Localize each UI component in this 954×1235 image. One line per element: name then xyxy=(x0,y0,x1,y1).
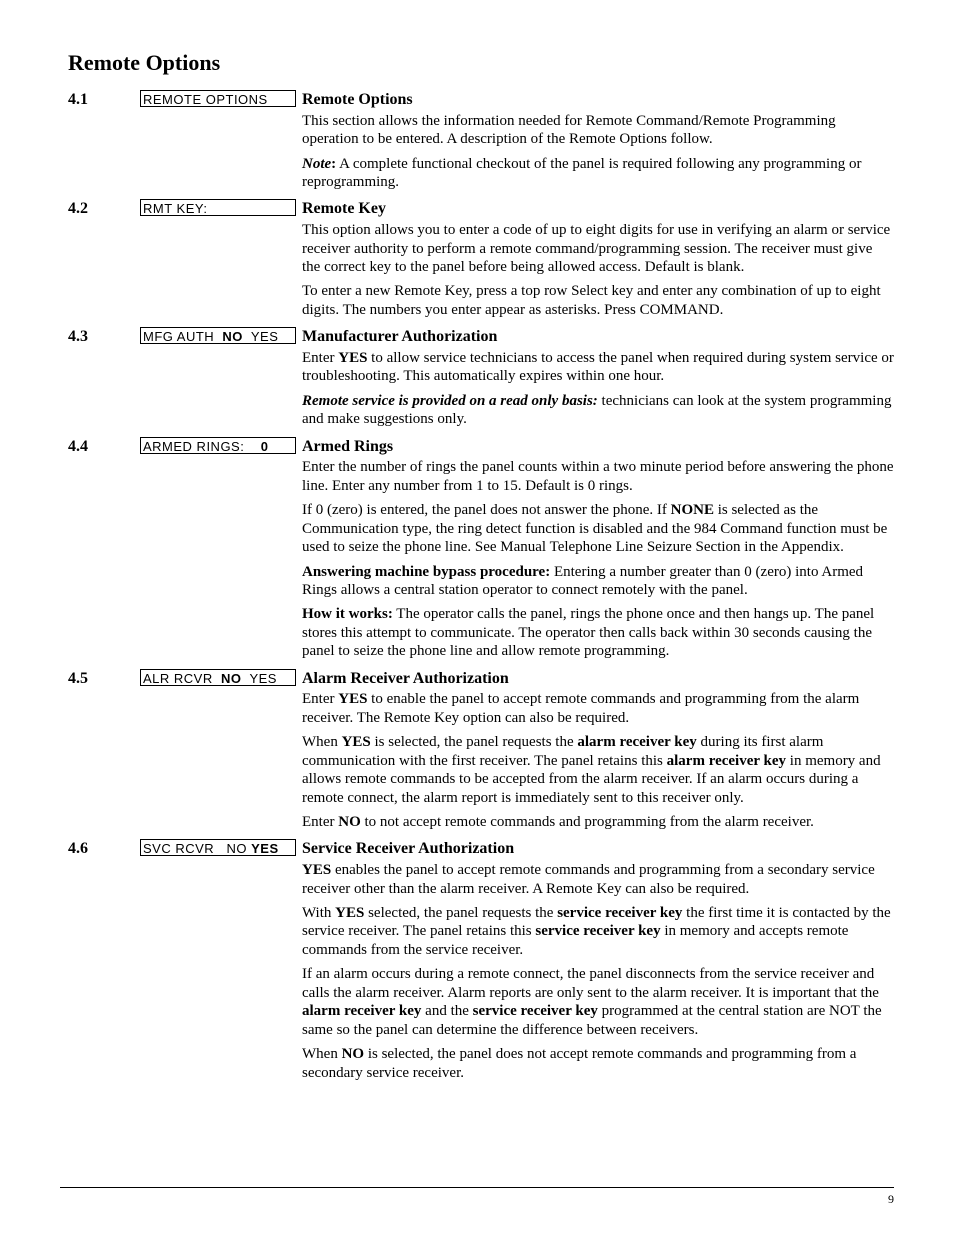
lcd-display: ALR RCVR NO YES xyxy=(140,669,296,686)
section-number: 4.1 xyxy=(68,90,140,109)
section-paragraph: Note: A complete functional checkout of … xyxy=(302,155,894,192)
section-row: 4.6SVC RCVR NO YESService Receiver Autho… xyxy=(68,839,894,1081)
page-title: Remote Options xyxy=(68,50,894,76)
lcd-column: RMT KEY: xyxy=(140,199,296,216)
page-footer: 9 xyxy=(60,1187,894,1207)
page-number: 9 xyxy=(888,1192,894,1206)
section-paragraph: Enter NO to not accept remote commands a… xyxy=(302,813,894,831)
section-paragraph: Enter the number of rings the panel coun… xyxy=(302,458,894,495)
section-title: Remote Options xyxy=(302,90,894,110)
section-body: Manufacturer AuthorizationEnter YES to a… xyxy=(296,327,894,428)
section-title: Manufacturer Authorization xyxy=(302,327,894,347)
section-row: 4.1REMOTE OPTIONSRemote OptionsThis sect… xyxy=(68,90,894,191)
section-paragraph: When YES is selected, the panel requests… xyxy=(302,733,894,807)
section-body: Service Receiver AuthorizationYES enable… xyxy=(296,839,894,1081)
section-body: Remote KeyThis option allows you to ente… xyxy=(296,199,894,319)
section-title: Remote Key xyxy=(302,199,894,219)
section-row: 4.2RMT KEY:Remote KeyThis option allows … xyxy=(68,199,894,319)
section-paragraph: To enter a new Remote Key, press a top r… xyxy=(302,282,894,319)
sections-container: 4.1REMOTE OPTIONSRemote OptionsThis sect… xyxy=(68,90,894,1082)
section-paragraph: This section allows the information need… xyxy=(302,112,894,149)
lcd-display: SVC RCVR NO YES xyxy=(140,839,296,856)
section-paragraph: When NO is selected, the panel does not … xyxy=(302,1045,894,1082)
section-paragraph: If 0 (zero) is entered, the panel does n… xyxy=(302,501,894,556)
section-paragraph: If an alarm occurs during a remote conne… xyxy=(302,965,894,1039)
section-number: 4.5 xyxy=(68,669,140,688)
section-title: Alarm Receiver Authorization xyxy=(302,669,894,689)
section-title: Service Receiver Authorization xyxy=(302,839,894,859)
section-number: 4.3 xyxy=(68,327,140,346)
section-row: 4.4ARMED RINGS: 0Armed RingsEnter the nu… xyxy=(68,437,894,661)
lcd-display: MFG AUTH NO YES xyxy=(140,327,296,344)
lcd-column: ALR RCVR NO YES xyxy=(140,669,296,686)
lcd-display: ARMED RINGS: 0 xyxy=(140,437,296,454)
lcd-column: MFG AUTH NO YES xyxy=(140,327,296,344)
section-paragraph: Remote service is provided on a read onl… xyxy=(302,392,894,429)
document-page: Remote Options 4.1REMOTE OPTIONSRemote O… xyxy=(0,0,954,1235)
section-body: Remote OptionsThis section allows the in… xyxy=(296,90,894,191)
section-number: 4.4 xyxy=(68,437,140,456)
section-paragraph: Enter YES to allow service technicians t… xyxy=(302,349,894,386)
lcd-display: RMT KEY: xyxy=(140,199,296,216)
section-body: Armed RingsEnter the number of rings the… xyxy=(296,437,894,661)
section-row: 4.3MFG AUTH NO YESManufacturer Authoriza… xyxy=(68,327,894,428)
section-paragraph: With YES selected, the panel requests th… xyxy=(302,904,894,959)
section-paragraph: Enter YES to enable the panel to accept … xyxy=(302,690,894,727)
section-body: Alarm Receiver AuthorizationEnter YES to… xyxy=(296,669,894,832)
lcd-column: REMOTE OPTIONS xyxy=(140,90,296,107)
section-paragraph: How it works: The operator calls the pan… xyxy=(302,605,894,660)
section-number: 4.2 xyxy=(68,199,140,218)
lcd-column: ARMED RINGS: 0 xyxy=(140,437,296,454)
section-number: 4.6 xyxy=(68,839,140,858)
lcd-display: REMOTE OPTIONS xyxy=(140,90,296,107)
section-paragraph: This option allows you to enter a code o… xyxy=(302,221,894,276)
section-paragraph: Answering machine bypass procedure: Ente… xyxy=(302,563,894,600)
section-row: 4.5ALR RCVR NO YESAlarm Receiver Authori… xyxy=(68,669,894,832)
section-title: Armed Rings xyxy=(302,437,894,457)
section-paragraph: YES enables the panel to accept remote c… xyxy=(302,861,894,898)
lcd-column: SVC RCVR NO YES xyxy=(140,839,296,856)
